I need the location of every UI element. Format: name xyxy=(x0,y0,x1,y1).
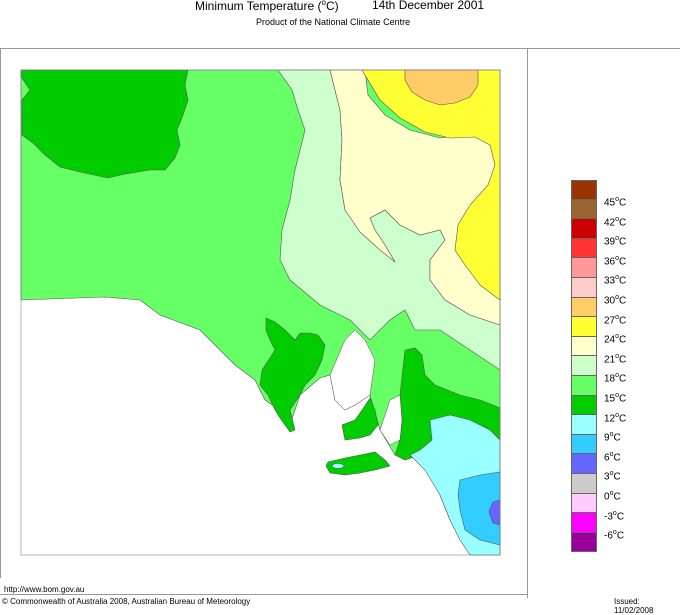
legend-label: 33oC xyxy=(604,274,627,287)
legend-swatch xyxy=(571,532,597,553)
legend-swatch xyxy=(571,356,597,376)
legend-swatch xyxy=(571,336,597,357)
title-text: Minimum Temperature (oC) xyxy=(195,0,339,13)
legend-label: 30oC xyxy=(604,293,627,307)
legend-label: 36oC xyxy=(604,254,627,268)
band-21-24 xyxy=(329,69,501,326)
color-legend xyxy=(571,180,597,553)
band-12-15-nw xyxy=(20,69,189,179)
spencer-gulf xyxy=(329,329,376,411)
legend-labels: 45oC 42oC 39oC 36oC 33oC 30oC 27oC 24oC 21oC 18oC… xyxy=(604,193,626,546)
frame-border-divider xyxy=(527,48,528,598)
band-6-9 xyxy=(457,471,501,546)
title-date: 14th December 2001 xyxy=(372,0,485,12)
map-title: Minimum Temperature (oC) 14th December 2… xyxy=(0,0,680,16)
legend-label: 27oC xyxy=(604,313,627,326)
legend-label: -3oC xyxy=(604,509,625,522)
legend-swatch xyxy=(571,493,597,514)
legend-label: 9oC xyxy=(604,431,621,444)
legend-label: 3oC xyxy=(604,470,621,483)
band-24-27 xyxy=(361,69,501,301)
band-27-30 xyxy=(404,69,479,106)
legend-swatch xyxy=(571,199,597,220)
legend-swatch xyxy=(571,375,597,396)
legend-label: 39oC xyxy=(604,235,627,248)
legend-swatch xyxy=(571,277,597,298)
legend-label: 6oC xyxy=(604,450,621,464)
issued-date: Issued: 11/02/2008 xyxy=(614,597,654,615)
bom-url-link[interactable]: http://www.bom.gov.au xyxy=(4,585,85,594)
legend-swatch xyxy=(571,395,597,416)
legend-swatch xyxy=(571,454,597,474)
kangaroo-island xyxy=(325,451,391,476)
frame-border-left xyxy=(0,48,1,578)
legend-swatch xyxy=(571,317,597,337)
temperature-map xyxy=(20,69,501,556)
legend-label: 42oC xyxy=(604,215,627,228)
legend-label: -6oC xyxy=(604,529,625,542)
legend-swatch xyxy=(571,180,597,200)
legend-swatch xyxy=(571,219,597,239)
legend-label: 15oC xyxy=(604,391,627,405)
legend-label: 18oC xyxy=(604,372,627,385)
band-12-15-eyre xyxy=(259,317,326,433)
legend-label: 21oC xyxy=(604,352,627,366)
legend-swatch xyxy=(571,297,597,318)
legend-label: 12oC xyxy=(604,411,627,424)
legend-label: 45oC xyxy=(604,196,627,209)
legend-swatch xyxy=(571,258,597,278)
gulf-st-vincent xyxy=(379,394,403,446)
copyright-text: © Commonwealth of Australia 2008, Austra… xyxy=(2,597,251,606)
frame-border-bottom xyxy=(0,594,527,595)
legend-label: 0oC xyxy=(604,489,621,503)
legend-swatch xyxy=(571,473,597,494)
legend-label: 24oC xyxy=(604,333,627,346)
frame-border-top xyxy=(0,48,680,49)
subtitle: Product of the National Climate Centre xyxy=(256,17,411,27)
band-12-15-yorke xyxy=(341,397,379,441)
legend-swatch xyxy=(571,434,597,455)
legend-swatch xyxy=(571,513,597,533)
band-3-6 xyxy=(488,499,501,526)
legend-swatch xyxy=(571,415,597,435)
legend-swatch xyxy=(571,238,597,259)
